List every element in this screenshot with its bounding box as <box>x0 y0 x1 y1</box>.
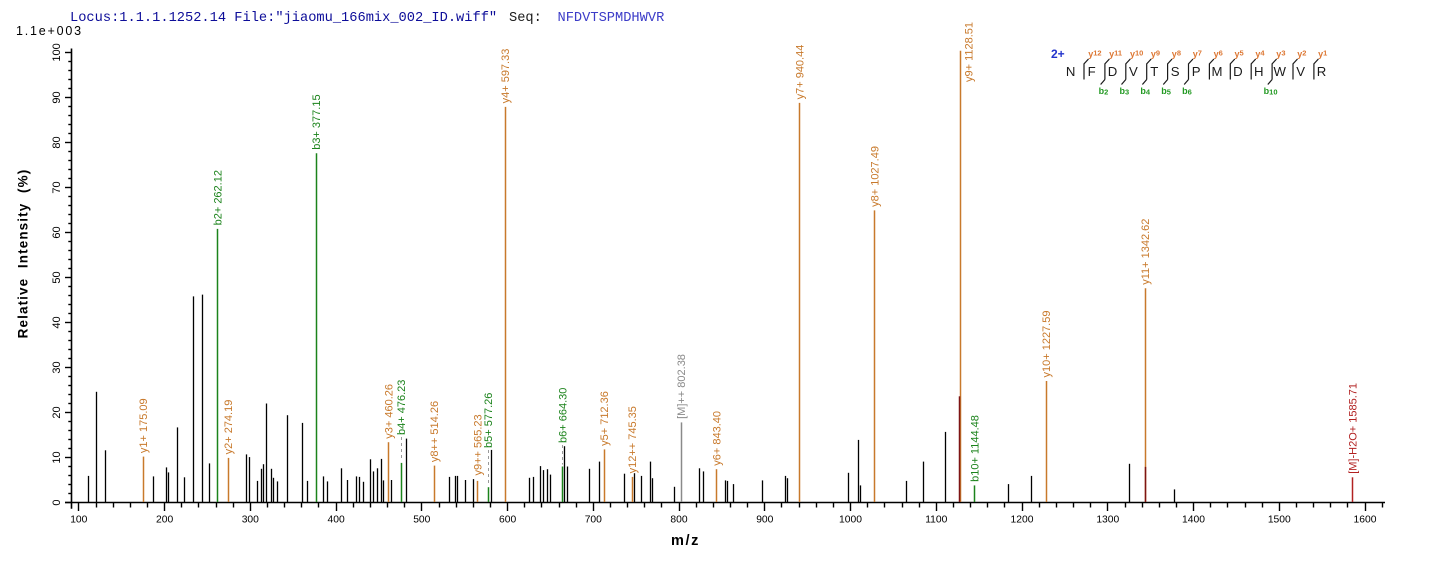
svg-text:1100: 1100 <box>925 515 947 526</box>
svg-text:y1: y1 <box>1318 49 1327 60</box>
svg-text:b6+ 664.30: b6+ 664.30 <box>557 388 569 443</box>
svg-text:S: S <box>1171 64 1180 79</box>
svg-text:b4: b4 <box>1140 86 1151 97</box>
svg-text:F: F <box>1088 64 1096 79</box>
svg-text:100: 100 <box>70 515 87 526</box>
svg-text:y1+ 175.09: y1+ 175.09 <box>138 398 150 453</box>
svg-text:N: N <box>1066 64 1076 79</box>
svg-text:b5+ 577.26: b5+ 577.26 <box>483 393 495 448</box>
svg-text:T: T <box>1150 64 1158 79</box>
svg-text:b6: b6 <box>1182 86 1192 97</box>
svg-text:90: 90 <box>51 91 63 103</box>
svg-text:400: 400 <box>328 515 345 526</box>
svg-text:y8+ 1027.49: y8+ 1027.49 <box>869 146 881 207</box>
svg-text:100: 100 <box>51 43 63 61</box>
svg-text:b3+ 377.15: b3+ 377.15 <box>311 94 323 149</box>
svg-text:V: V <box>1296 64 1305 79</box>
svg-text:60: 60 <box>51 226 63 238</box>
svg-text:300: 300 <box>242 515 259 526</box>
svg-text:1200: 1200 <box>1011 515 1034 526</box>
svg-text:P: P <box>1192 64 1201 79</box>
svg-text:R: R <box>1317 64 1327 79</box>
svg-text:b10: b10 <box>1264 86 1278 97</box>
svg-text:1600: 1600 <box>1354 515 1377 526</box>
svg-text:m/z: m/z <box>671 533 700 549</box>
svg-text:D: D <box>1233 64 1243 79</box>
svg-text:10: 10 <box>51 451 63 463</box>
svg-text:b4+ 476.23: b4+ 476.23 <box>396 380 408 435</box>
svg-text:b10+ 1144.48: b10+ 1144.48 <box>970 415 982 482</box>
svg-text:70: 70 <box>51 181 63 193</box>
svg-text:y12++ 745.35: y12++ 745.35 <box>627 406 639 473</box>
svg-text:80: 80 <box>51 136 63 148</box>
svg-text:Locus:1.1.1.1252.14 File:"jiao: Locus:1.1.1.1252.14 File:"jiaomu_166mix_… <box>70 11 664 26</box>
svg-text:[M]-H2O+ 1585.71: [M]-H2O+ 1585.71 <box>1348 383 1360 474</box>
svg-text:1400: 1400 <box>1182 515 1205 526</box>
svg-text:b3: b3 <box>1119 86 1129 97</box>
svg-text:y2: y2 <box>1297 49 1306 60</box>
svg-text:[M]++ 802.38: [M]++ 802.38 <box>676 354 688 419</box>
svg-text:y4+ 597.33: y4+ 597.33 <box>500 49 512 104</box>
svg-text:y9++ 565.23: y9++ 565.23 <box>473 414 485 475</box>
svg-text:y9+ 1128.51: y9+ 1128.51 <box>963 22 975 82</box>
svg-text:500: 500 <box>413 515 430 526</box>
svg-text:y4: y4 <box>1255 49 1265 60</box>
svg-text:y3+ 460.26: y3+ 460.26 <box>383 384 395 439</box>
svg-text:2+: 2+ <box>1051 47 1065 61</box>
svg-text:y5: y5 <box>1235 49 1244 60</box>
svg-text:y12: y12 <box>1088 49 1101 60</box>
svg-text:50: 50 <box>51 271 63 283</box>
svg-text:V: V <box>1129 64 1138 79</box>
svg-text:20: 20 <box>51 406 63 418</box>
svg-text:b2: b2 <box>1099 86 1109 97</box>
svg-text:1300: 1300 <box>1096 515 1119 526</box>
svg-text:0: 0 <box>51 499 63 505</box>
svg-text:y7+ 940.44: y7+ 940.44 <box>795 45 807 100</box>
svg-text:40: 40 <box>51 316 63 328</box>
svg-text:30: 30 <box>51 361 63 373</box>
svg-text:y9: y9 <box>1151 49 1160 60</box>
svg-text:900: 900 <box>756 515 773 526</box>
svg-text:y3: y3 <box>1276 49 1285 60</box>
svg-text:800: 800 <box>670 515 687 526</box>
svg-text:y8++ 514.26: y8++ 514.26 <box>429 401 441 462</box>
svg-text:H: H <box>1254 64 1264 79</box>
svg-text:1500: 1500 <box>1268 515 1291 526</box>
svg-text:Relative Intensity (%): Relative Intensity (%) <box>16 169 31 339</box>
svg-text:y10+ 1227.59: y10+ 1227.59 <box>1041 311 1053 378</box>
svg-text:y8: y8 <box>1172 49 1181 60</box>
svg-text:y10: y10 <box>1130 49 1143 60</box>
svg-text:1.1e+003: 1.1e+003 <box>16 24 83 38</box>
svg-text:y5+ 712.36: y5+ 712.36 <box>599 391 611 446</box>
svg-text:700: 700 <box>585 515 602 526</box>
svg-text:y11+ 1342.62: y11+ 1342.62 <box>1140 219 1152 285</box>
svg-text:D: D <box>1108 64 1118 79</box>
svg-text:y2+ 274.19: y2+ 274.19 <box>223 400 235 455</box>
svg-text:b2+ 262.12: b2+ 262.12 <box>213 170 225 225</box>
svg-text:600: 600 <box>499 515 516 526</box>
svg-text:y11: y11 <box>1109 49 1122 60</box>
svg-text:1000: 1000 <box>839 515 862 526</box>
svg-text:y6: y6 <box>1214 49 1223 60</box>
svg-text:M: M <box>1212 64 1223 79</box>
svg-text:b5: b5 <box>1161 86 1171 97</box>
svg-text:200: 200 <box>156 515 173 526</box>
svg-text:y7: y7 <box>1193 49 1202 60</box>
svg-text:y6+ 843.40: y6+ 843.40 <box>711 411 723 466</box>
svg-text:W: W <box>1273 64 1286 79</box>
